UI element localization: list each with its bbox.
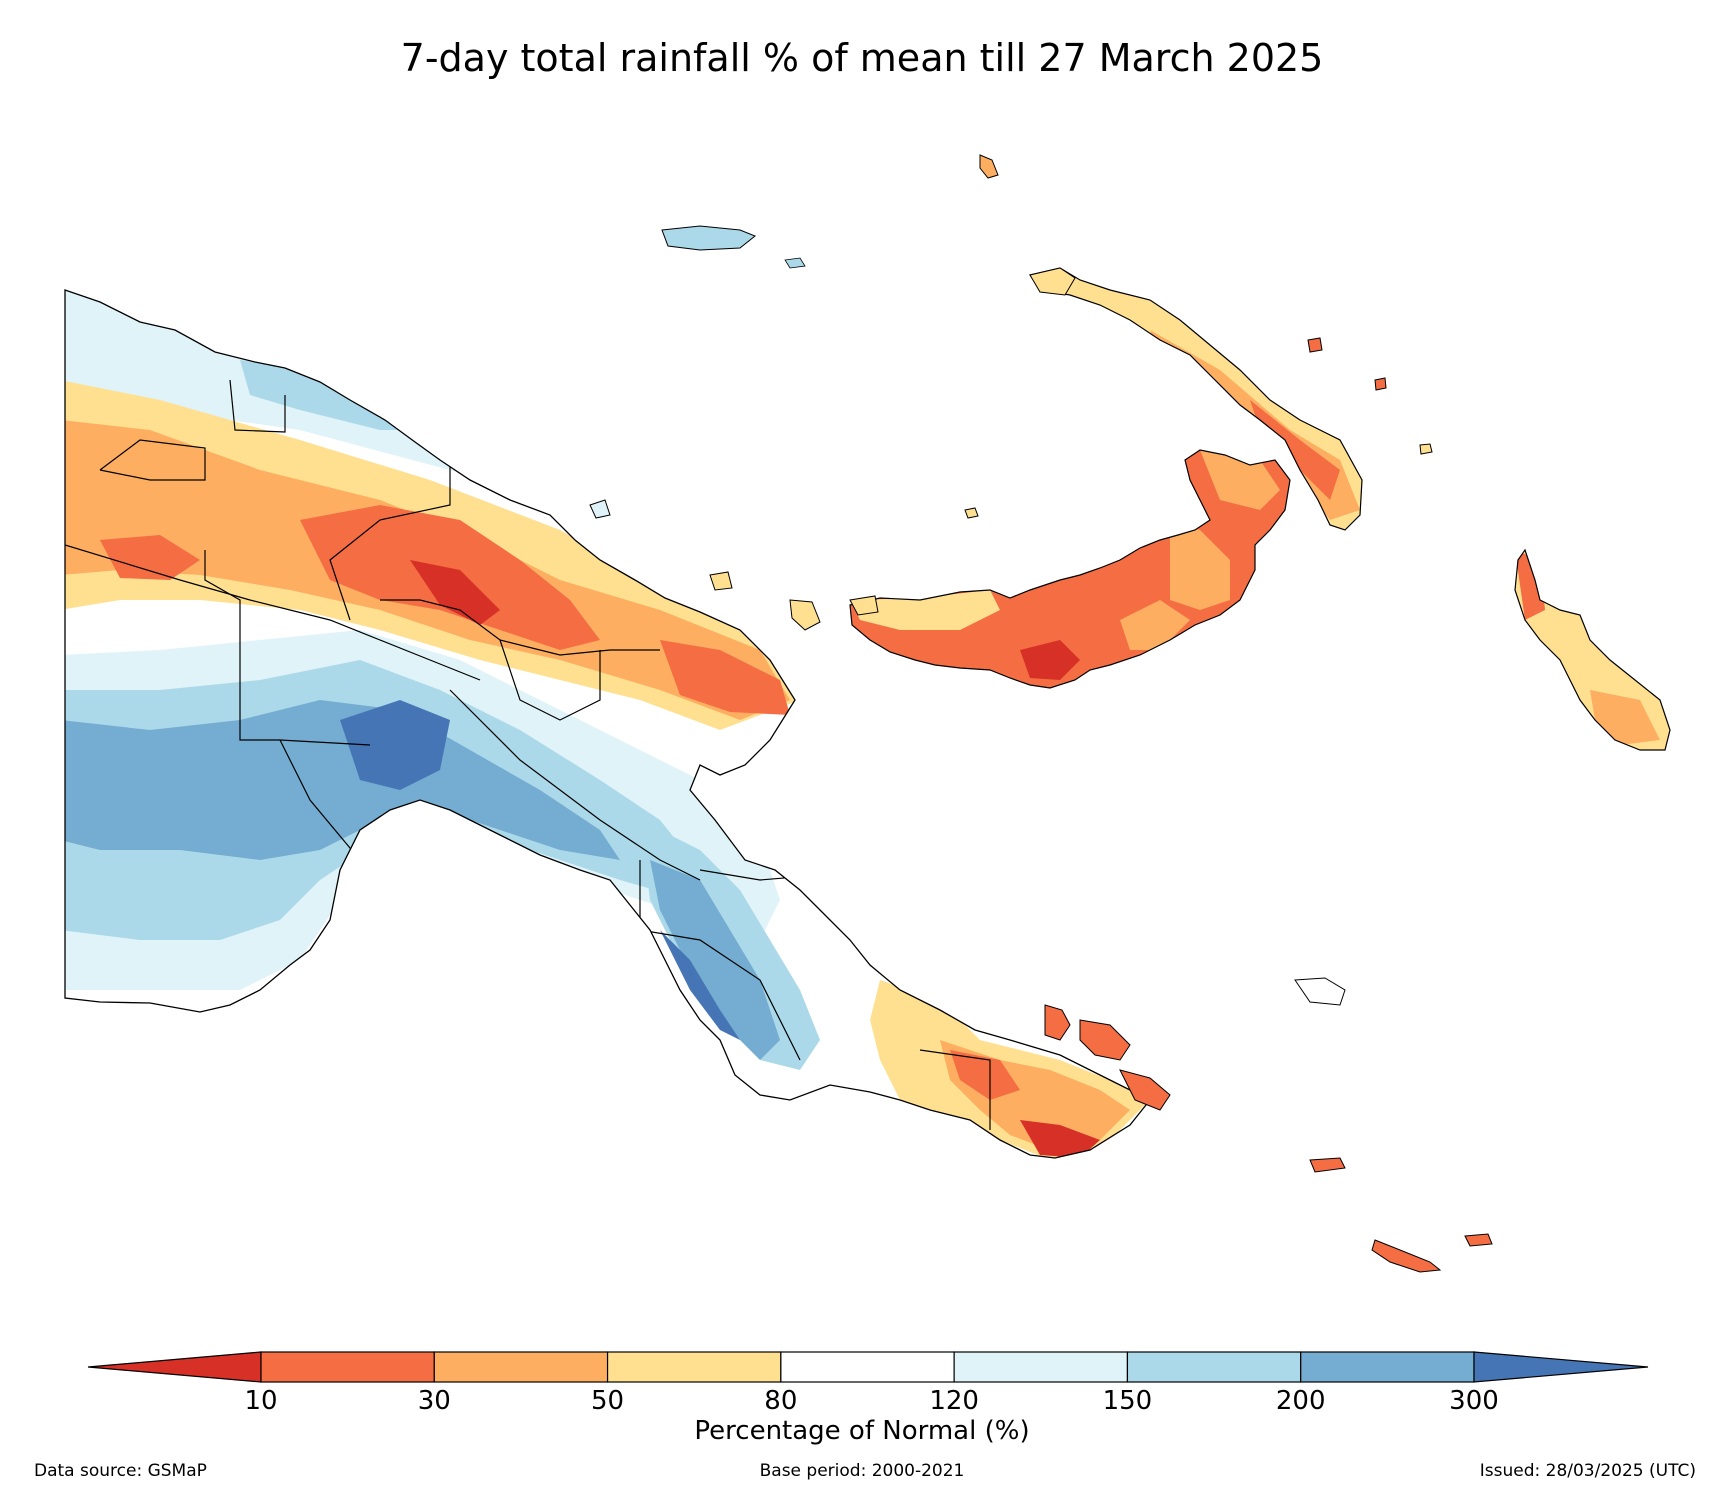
colorbar-cell	[1300, 1351, 1475, 1383]
base-period-note: Base period: 2000-2021	[759, 1461, 965, 1481]
issued-date-note: Issued: 28/03/2025 (UTC)	[1479, 1461, 1696, 1481]
colorbar-cell	[953, 1351, 1129, 1383]
umboi-island	[849, 595, 879, 616]
karkar-island	[709, 571, 733, 591]
long-island	[789, 599, 821, 631]
map-title: 7-day total rainfall % of mean till 27 M…	[400, 36, 1324, 80]
feni-island	[1307, 337, 1323, 353]
mainland-coastline	[64, 289, 1152, 1159]
colorbar-cell	[606, 1351, 782, 1383]
normanby-island	[1119, 1069, 1171, 1111]
colorbar-extension-low	[87, 1351, 262, 1383]
colorbar-tick-label: 150	[1102, 1386, 1153, 1416]
manus-islet	[784, 257, 806, 269]
witu-islands	[964, 507, 979, 519]
fergusson-island	[1079, 1019, 1131, 1061]
tanga-island	[1374, 377, 1387, 391]
rainfall-map	[64, 154, 1671, 1273]
woodlark-island	[1309, 1157, 1346, 1173]
colorbar-extension-high	[1473, 1351, 1649, 1383]
new-hanover-island	[1029, 267, 1076, 296]
green-island	[1419, 443, 1433, 455]
goodenough-island	[1044, 1004, 1071, 1041]
colorbar-cell	[260, 1351, 435, 1383]
colorbar-cell	[1126, 1351, 1302, 1383]
colorbar-tick-label: 120	[929, 1386, 979, 1416]
colorbar-tick-label: 50	[591, 1386, 625, 1416]
colorbar-tick-label: 200	[1275, 1386, 1326, 1416]
colorbar-label: Percentage of Normal (%)	[694, 1416, 1030, 1446]
colorbar-tick-label: 300	[1449, 1386, 1499, 1416]
colorbar-tick-label: 80	[764, 1386, 798, 1416]
colorbar-tick-label: 10	[244, 1386, 278, 1416]
data-source-note: Data source: GSMaP	[34, 1461, 207, 1481]
rossel-island	[1464, 1233, 1493, 1247]
manus-island	[661, 225, 756, 251]
mussau-island	[979, 154, 999, 179]
colorbar-cell	[780, 1351, 955, 1383]
trobriand-islands	[1294, 977, 1346, 1006]
colorbar-tick-label: 30	[417, 1386, 451, 1416]
new-britain-coastline	[849, 449, 1291, 689]
wuvulu-island	[589, 499, 611, 519]
colorbar-cell	[433, 1351, 609, 1383]
bougainville-coastline	[1514, 548, 1671, 751]
misima-island	[1371, 1239, 1442, 1273]
new-ireland-coastline	[1029, 267, 1363, 531]
